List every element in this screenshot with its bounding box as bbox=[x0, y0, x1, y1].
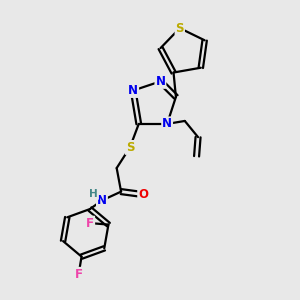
Text: N: N bbox=[97, 194, 107, 207]
Text: N: N bbox=[162, 117, 172, 130]
Text: O: O bbox=[138, 188, 148, 201]
Text: F: F bbox=[75, 268, 83, 281]
Text: S: S bbox=[126, 141, 134, 154]
Text: F: F bbox=[86, 217, 94, 230]
Text: N: N bbox=[128, 84, 138, 97]
Text: N: N bbox=[155, 75, 165, 88]
Text: S: S bbox=[176, 22, 184, 35]
Text: H: H bbox=[89, 189, 98, 199]
